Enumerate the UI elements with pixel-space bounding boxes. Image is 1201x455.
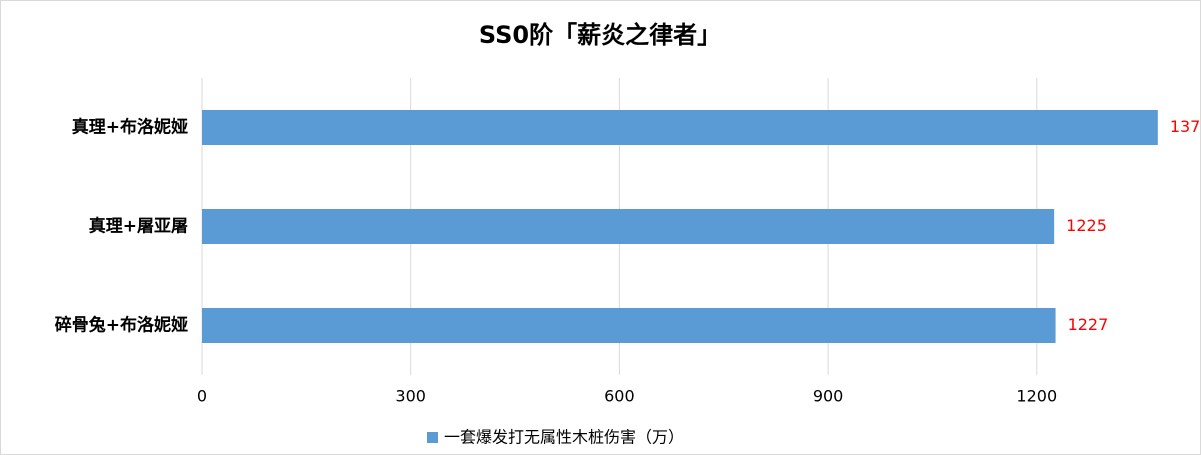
legend-swatch	[427, 432, 438, 443]
bar	[202, 209, 1055, 244]
x-tick-label: 600	[604, 387, 635, 406]
chart-title: SS0阶「薪炎之律者」	[479, 21, 721, 49]
value-label: 1227	[1068, 315, 1109, 334]
x-tick-label: 300	[395, 387, 426, 406]
value-label: 1374	[1170, 117, 1201, 136]
y-tick-label: 碎骨兔+布洛妮娅	[55, 315, 188, 336]
x-tick-label: 0	[197, 387, 207, 406]
x-tick-label: 1200	[1016, 387, 1057, 406]
y-tick-label: 真理+屠亚屠	[89, 216, 188, 237]
y-tick-label: 真理+布洛妮娅	[72, 117, 188, 138]
x-tick-label: 900	[813, 387, 844, 406]
bar	[202, 308, 1056, 343]
value-label: 1225	[1066, 216, 1107, 235]
bar	[202, 110, 1158, 145]
legend-label: 一套爆发打无属性木桩伤害（万）	[444, 428, 684, 447]
